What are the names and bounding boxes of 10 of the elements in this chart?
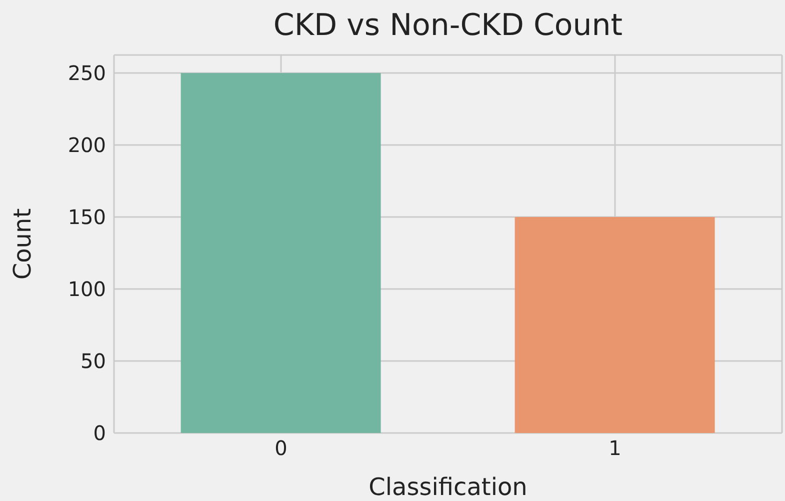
y-tick-label: 100 (68, 277, 106, 302)
chart-title: CKD vs Non-CKD Count (272, 8, 624, 43)
y-tick-label: 50 (80, 349, 106, 374)
y-tick-label: 250 (68, 61, 106, 86)
y-tick-label: 150 (68, 205, 106, 230)
y-tick-label: 200 (68, 133, 106, 158)
y-axis-title: Count (8, 208, 37, 280)
x-tick-label: 1 (608, 436, 622, 460)
y-tick-label: 0 (93, 421, 106, 446)
x-axis-title: Classification (368, 473, 528, 501)
